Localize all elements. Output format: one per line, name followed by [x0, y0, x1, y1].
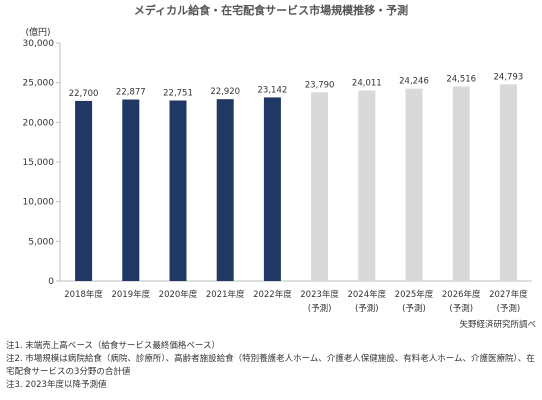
y-axis-unit-label: (億円) [25, 26, 50, 38]
data-label: 22,751 [163, 89, 193, 99]
x-tick-label: 2021年度 [206, 289, 245, 300]
y-tick-label: 30,000 [23, 39, 55, 49]
y-tick-label: 15,000 [23, 158, 55, 168]
data-label: 23,790 [305, 80, 335, 90]
bar [358, 90, 376, 282]
source-credit: 矢野経済研究所調べ [459, 319, 536, 330]
y-tick-label: 20,000 [23, 118, 55, 128]
x-tick-label: 2020年度 [159, 289, 198, 300]
forecast-label: (予測) [497, 303, 521, 314]
bar [311, 92, 329, 282]
data-label: 23,142 [258, 85, 288, 95]
x-tick-label: 2025年度 [395, 289, 434, 300]
y-tick-label: 10,000 [23, 198, 55, 208]
bar [216, 99, 234, 281]
labels: 22,700 2018年度 22,877 2019年度 22,751 2020年度 22,9… [64, 72, 528, 314]
x-tick-label: 2026年度 [442, 289, 481, 300]
data-label: 24,793 [494, 72, 524, 82]
forecast-label: (予測) [355, 303, 379, 314]
data-label: 22,920 [210, 87, 240, 97]
data-label: 24,516 [446, 75, 476, 85]
x-tick-label: 2019年度 [111, 289, 150, 300]
data-label: 24,011 [352, 79, 382, 89]
chart: メディカル給食・在宅配食サービス市場規模推移・予測 (億円) 0 5,000 10,… [23, 3, 537, 330]
forecast-label: (予測) [449, 303, 473, 314]
x-tick-label: 2023年度 [300, 289, 339, 300]
x-tick-label: 2022年度 [253, 289, 292, 300]
footnote-2: 注2. 市場規模は病院給食（病院、診療所）、高齢者施設給食（特別養護老人ホーム、… [6, 354, 535, 377]
data-label: 22,877 [116, 88, 146, 98]
bar [75, 100, 93, 281]
data-label: 24,246 [399, 77, 429, 87]
chart-title: メディカル給食・在宅配食サービス市場規模推移・予測 [134, 3, 408, 17]
footnote-3: 注3. 2023年度以降予測値 [6, 380, 107, 390]
bars [75, 84, 517, 282]
y-tick-label: 25,000 [23, 79, 55, 89]
footnote-1: 注1. 末端売上高ベース（給食サービス最終価格ベース） [6, 341, 220, 351]
bar [122, 99, 140, 282]
x-tick-label: 2024年度 [347, 289, 386, 300]
x-tick-label: 2027年度 [489, 289, 528, 300]
forecast-label: (予測) [308, 303, 332, 314]
data-label: 22,700 [69, 89, 99, 99]
bar [169, 100, 187, 282]
forecast-label: (予測) [402, 303, 426, 314]
bar [263, 97, 281, 281]
bar [452, 86, 470, 281]
y-tick-label: 0 [48, 277, 54, 287]
y-tick-label: 5,000 [28, 237, 54, 247]
x-tick-label: 2018年度 [64, 289, 103, 300]
bar [499, 84, 517, 281]
bar [405, 88, 423, 281]
footnotes: 注1. 末端売上高ベース（給食サービス最終価格ベース） 注2. 市場規模は病院給… [6, 340, 538, 392]
